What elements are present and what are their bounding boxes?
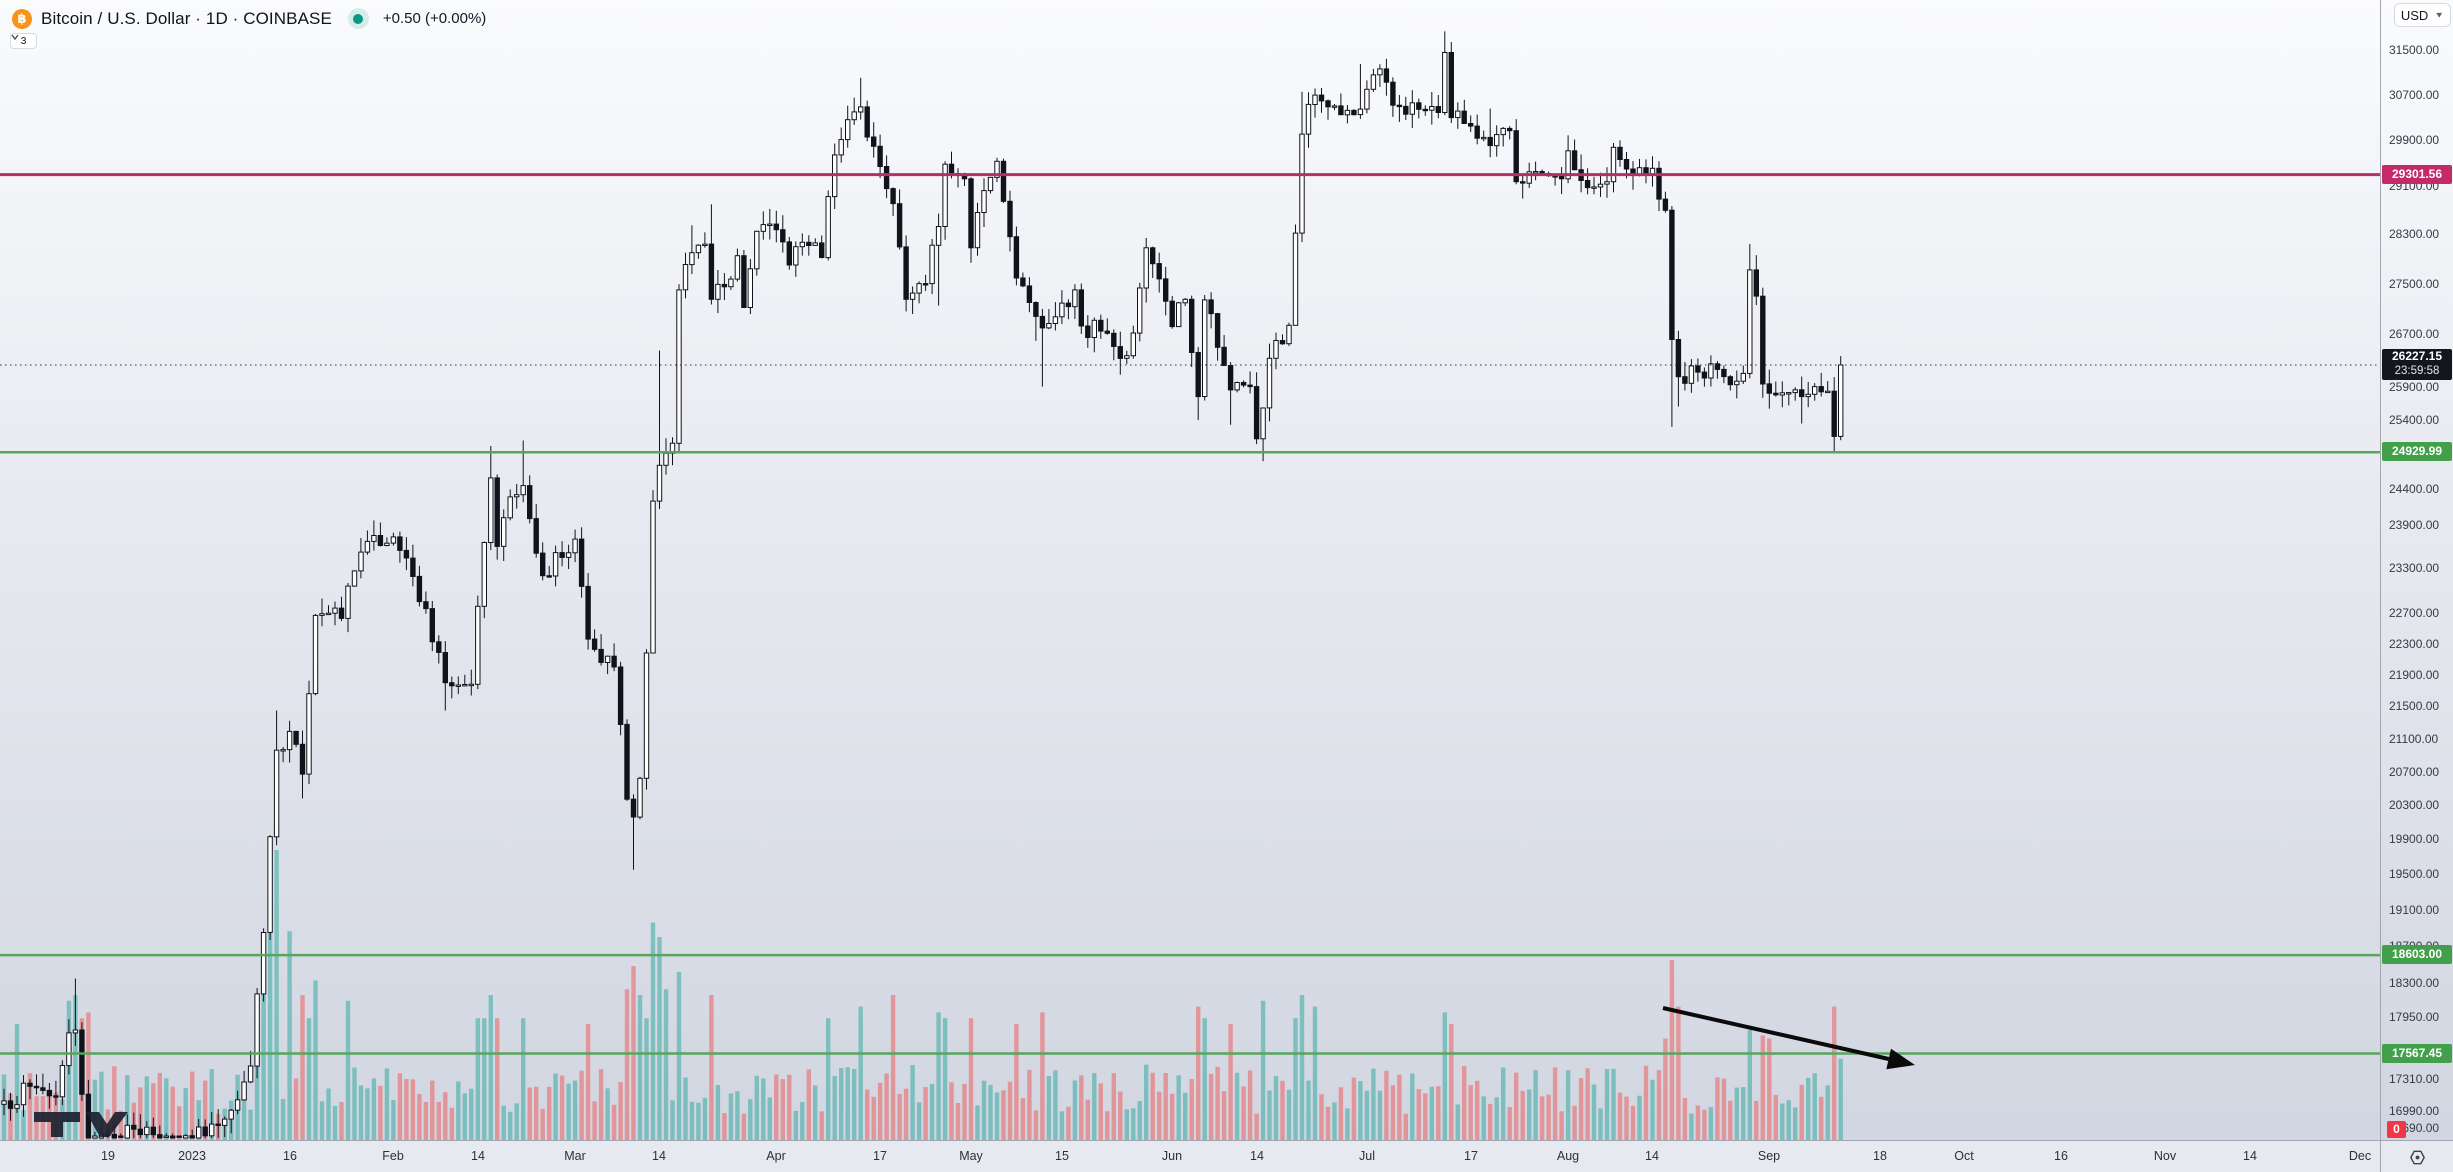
price-tick: 25900.00 [2389, 380, 2440, 394]
time-tick: Dec [2348, 1149, 2372, 1163]
time-tick: 14 [652, 1149, 666, 1163]
price-tick: 27500.00 [2389, 277, 2440, 291]
price-change-text: +0.50 (+0.00%) [382, 10, 487, 27]
price-tick: 21100.00 [2389, 732, 2439, 746]
price-tick: 28300.00 [2389, 227, 2440, 241]
live-dot-icon [353, 13, 364, 24]
price-tick: 24400.00 [2389, 482, 2440, 496]
time-tick: 14 [1645, 1149, 1659, 1163]
price-tick: 22300.00 [2389, 637, 2440, 651]
price-tick: 19900.00 [2389, 832, 2440, 846]
time-tick: Jul [1359, 1149, 1375, 1163]
price-tick: 26700.00 [2389, 327, 2440, 341]
time-tick: 16 [283, 1149, 297, 1163]
currency-selector[interactable]: USD ▼ [2394, 3, 2451, 27]
time-tick: 19 [101, 1149, 115, 1163]
price-tick: 22700.00 [2389, 606, 2440, 620]
time-axis[interactable]: 19 2023 16 Feb 14 Mar 14 Apr 17 May 15 Jun 14 Jul 17 Au… [0, 1140, 2453, 1172]
time-tick: 2023 [178, 1149, 206, 1163]
price-tick: 30700.00 [2389, 88, 2440, 102]
volume-zero-badge: 0 [2387, 1121, 2406, 1138]
price-tick: 21900.00 [2389, 668, 2440, 682]
time-tick: Mar [564, 1149, 586, 1163]
time-tick: 15 [1055, 1149, 1069, 1163]
time-tick: 14 [471, 1149, 485, 1163]
price-tick: 19100.00 [2389, 903, 2440, 917]
time-tick: Sep [1757, 1149, 1781, 1163]
time-tick: Feb [382, 1149, 404, 1163]
price-tick: 17310.00 [2389, 1072, 2440, 1086]
price-volume-plot [0, 31, 2380, 1140]
gear-icon [2409, 1150, 2425, 1164]
time-tick: 17 [1464, 1149, 1478, 1163]
last-price-badge: 26227.15 23:59:58 [2382, 349, 2452, 380]
legend-collapse-button[interactable]: 3 [10, 33, 37, 49]
time-tick: Apr [766, 1149, 786, 1163]
currency-label: USD [2400, 7, 2429, 23]
horizontal-level-lines[interactable] [0, 173, 2380, 1055]
chevron-down-icon [11, 34, 19, 40]
time-tick: Jun [1161, 1149, 1183, 1163]
time-tick: 18 [1873, 1149, 1887, 1163]
hidden-items-count: 3 [20, 35, 27, 47]
price-tick: 21500.00 [2389, 699, 2440, 713]
level-badge-support-3: 17567.45 [2382, 1044, 2452, 1063]
trend-arrow-drawing[interactable] [1662, 1006, 1915, 1070]
time-tick: 14 [2243, 1149, 2257, 1163]
price-tick: 17950.00 [2389, 1010, 2440, 1024]
symbol-title[interactable]: Bitcoin / U.S. Dollar · 1D · COINBASE [41, 8, 332, 28]
time-tick: 17 [873, 1149, 887, 1163]
last-price-value: 26227.15 [2391, 349, 2443, 363]
market-open-indicator [347, 8, 369, 29]
price-tick: 18300.00 [2389, 976, 2440, 990]
level-badge-support-1: 24929.99 [2382, 442, 2452, 461]
price-tick: 23300.00 [2389, 561, 2440, 575]
price-tick: 23900.00 [2389, 518, 2440, 532]
price-tick: 19500.00 [2389, 867, 2440, 881]
time-tick: May [959, 1149, 983, 1163]
chevron-down-icon: ▼ [2434, 10, 2445, 20]
time-tick: Oct [1954, 1149, 1974, 1163]
price-tick: 16990.00 [2389, 1104, 2440, 1118]
bitcoin-icon: ฿ [12, 8, 32, 29]
price-tick: 25400.00 [2389, 413, 2440, 427]
tradingview-watermark-logo [34, 1112, 128, 1137]
axis-corner [2380, 1141, 2453, 1172]
price-axis[interactable]: 31500.00 30700.00 29900.00 29100.00 28300.00… [2380, 0, 2453, 1140]
price-tick: 31500.00 [2389, 43, 2440, 57]
level-badge-resistance: 29301.56 [2382, 165, 2452, 184]
chart-canvas[interactable]: ฿ Bitcoin / U.S. Dollar · 1D · COINBASE … [0, 0, 2380, 1140]
price-tick: 20300.00 [2389, 798, 2440, 812]
symbol-legend: ฿ Bitcoin / U.S. Dollar · 1D · COINBASE … [12, 8, 486, 29]
volume-bars [1, 850, 1843, 1140]
bar-countdown: 23:59:58 [2394, 365, 2440, 377]
price-tick: 29900.00 [2389, 133, 2440, 147]
time-tick: Aug [1556, 1149, 1580, 1163]
price-tick: 20700.00 [2389, 765, 2440, 779]
level-badge-support-2: 18603.00 [2382, 945, 2452, 964]
candlesticks [1, 31, 1844, 1139]
time-tick: 14 [1250, 1149, 1264, 1163]
time-tick: Nov [2153, 1149, 2177, 1163]
timezone-settings-button[interactable] [2405, 1145, 2429, 1169]
time-tick: 16 [2054, 1149, 2068, 1163]
